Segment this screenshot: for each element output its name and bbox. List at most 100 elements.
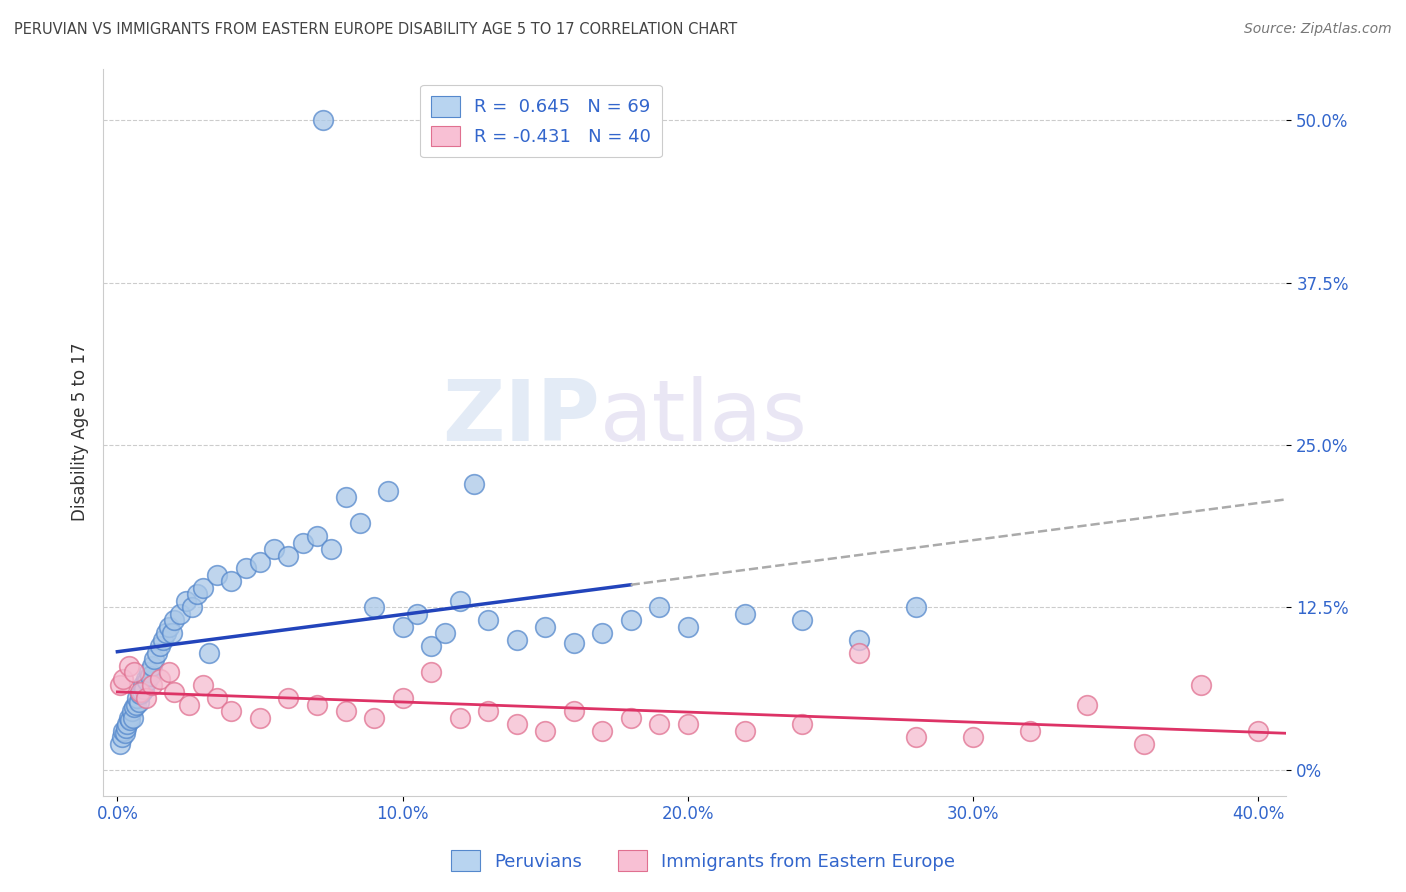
Point bbox=[149, 672, 172, 686]
Point bbox=[177, 698, 200, 712]
Point bbox=[477, 614, 499, 628]
Point bbox=[420, 640, 443, 654]
Point bbox=[191, 678, 214, 692]
Point bbox=[155, 626, 177, 640]
Legend: R =  0.645   N = 69, R = -0.431   N = 40: R = 0.645 N = 69, R = -0.431 N = 40 bbox=[420, 85, 662, 157]
Point bbox=[391, 691, 413, 706]
Point bbox=[111, 731, 134, 745]
Point bbox=[136, 674, 159, 689]
Text: ZIP: ZIP bbox=[443, 376, 600, 459]
Point bbox=[1018, 723, 1040, 738]
Point bbox=[620, 711, 643, 725]
Point bbox=[534, 723, 557, 738]
Point bbox=[377, 483, 399, 498]
Point bbox=[128, 695, 150, 709]
Point bbox=[124, 700, 146, 714]
Point bbox=[129, 688, 152, 702]
Text: PERUVIAN VS IMMIGRANTS FROM EASTERN EUROPE DISABILITY AGE 5 TO 17 CORRELATION CH: PERUVIAN VS IMMIGRANTS FROM EASTERN EURO… bbox=[14, 22, 737, 37]
Point bbox=[505, 717, 527, 731]
Point bbox=[591, 723, 613, 738]
Point bbox=[249, 555, 271, 569]
Point bbox=[534, 620, 557, 634]
Point bbox=[117, 717, 139, 731]
Point bbox=[505, 632, 527, 647]
Point bbox=[335, 490, 357, 504]
Point bbox=[363, 711, 385, 725]
Point bbox=[904, 731, 927, 745]
Point bbox=[134, 682, 156, 697]
Point bbox=[135, 691, 157, 706]
Point bbox=[191, 581, 214, 595]
Point bbox=[335, 704, 357, 718]
Text: Source: ZipAtlas.com: Source: ZipAtlas.com bbox=[1244, 22, 1392, 37]
Point bbox=[121, 704, 143, 718]
Point bbox=[620, 614, 643, 628]
Point bbox=[125, 698, 148, 712]
Point bbox=[434, 626, 457, 640]
Point bbox=[249, 711, 271, 725]
Point bbox=[110, 737, 132, 751]
Point bbox=[135, 672, 157, 686]
Point bbox=[449, 711, 471, 725]
Point bbox=[962, 731, 984, 745]
Point bbox=[349, 516, 371, 530]
Point bbox=[477, 704, 499, 718]
Point bbox=[138, 665, 160, 680]
Point bbox=[120, 714, 142, 728]
Point bbox=[1133, 737, 1156, 751]
Legend: Peruvians, Immigrants from Eastern Europe: Peruvians, Immigrants from Eastern Europ… bbox=[443, 843, 963, 879]
Point bbox=[141, 659, 163, 673]
Point bbox=[112, 723, 135, 738]
Point bbox=[186, 587, 208, 601]
Point bbox=[132, 678, 155, 692]
Point bbox=[734, 723, 756, 738]
Point bbox=[131, 685, 153, 699]
Point bbox=[321, 541, 343, 556]
Point bbox=[124, 665, 146, 680]
Point bbox=[197, 646, 219, 660]
Point bbox=[221, 574, 243, 589]
Text: atlas: atlas bbox=[600, 376, 808, 459]
Point bbox=[263, 541, 285, 556]
Point bbox=[129, 685, 152, 699]
Point bbox=[648, 717, 671, 731]
Point bbox=[143, 652, 166, 666]
Point bbox=[235, 561, 257, 575]
Point bbox=[391, 620, 413, 634]
Point bbox=[291, 535, 314, 549]
Point bbox=[127, 691, 149, 706]
Point bbox=[163, 685, 186, 699]
Point bbox=[848, 646, 870, 660]
Point bbox=[205, 568, 228, 582]
Point bbox=[463, 477, 485, 491]
Point bbox=[112, 672, 135, 686]
Point bbox=[160, 626, 183, 640]
Point bbox=[174, 594, 197, 608]
Point bbox=[904, 600, 927, 615]
Point bbox=[449, 594, 471, 608]
Point bbox=[848, 632, 870, 647]
Y-axis label: Disability Age 5 to 17: Disability Age 5 to 17 bbox=[72, 343, 89, 522]
Point bbox=[312, 113, 335, 128]
Point bbox=[114, 726, 136, 740]
Point bbox=[157, 620, 180, 634]
Point bbox=[157, 665, 180, 680]
Point bbox=[790, 717, 813, 731]
Point bbox=[141, 678, 163, 692]
Point bbox=[180, 600, 202, 615]
Point bbox=[118, 711, 141, 725]
Point bbox=[146, 646, 169, 660]
Point bbox=[676, 620, 699, 634]
Point bbox=[122, 711, 145, 725]
Point bbox=[139, 669, 162, 683]
Point bbox=[118, 659, 141, 673]
Point bbox=[115, 721, 138, 735]
Point bbox=[676, 717, 699, 731]
Point bbox=[790, 614, 813, 628]
Point bbox=[1076, 698, 1098, 712]
Point bbox=[420, 665, 443, 680]
Point bbox=[734, 607, 756, 621]
Point bbox=[1247, 723, 1270, 738]
Point bbox=[163, 614, 186, 628]
Point bbox=[405, 607, 427, 621]
